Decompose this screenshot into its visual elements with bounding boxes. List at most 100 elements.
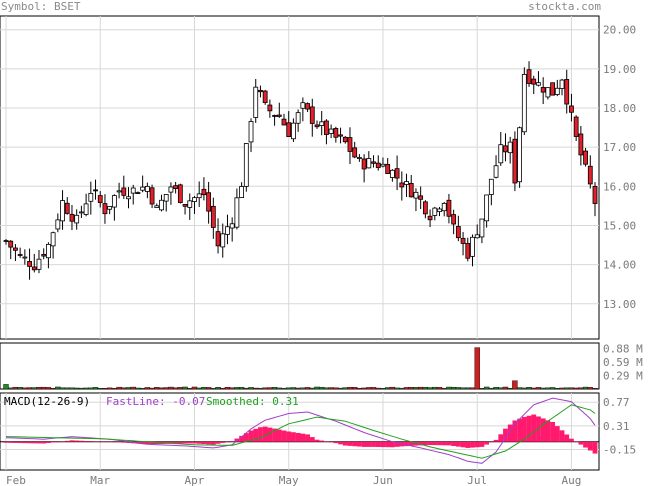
volume-bar (356, 387, 363, 390)
candle-body (352, 147, 358, 158)
volume-bar (31, 387, 37, 390)
macd-histogram-bar (262, 426, 268, 442)
candle-body (36, 258, 42, 270)
volume-bar (135, 387, 141, 390)
candle-body (309, 106, 315, 124)
candle-body (493, 165, 499, 178)
site-watermark: stockta.com (528, 0, 601, 13)
x-tick-label: Jul (467, 474, 487, 486)
candle-body (206, 192, 212, 212)
candle-body (97, 195, 103, 203)
macd-histogram-bar (564, 434, 570, 442)
candle-body (135, 192, 141, 194)
candle-body (319, 121, 325, 126)
macd-histogram-bar (248, 430, 254, 442)
candle-body (225, 226, 230, 235)
candle-body (479, 218, 485, 238)
volume-bar (220, 387, 226, 390)
volume-bar (507, 387, 513, 390)
macd-histogram-bar (154, 441, 160, 445)
macd-histogram-bar (380, 441, 386, 448)
volume-bar (319, 386, 325, 390)
macd-panel: 0.77 0.31 -0.15 MACD(12-26-9) FastLine: -0.0… (0, 392, 636, 471)
candle-body (531, 78, 537, 85)
macd-histogram-bar (488, 441, 494, 443)
macd-histogram-bar (498, 434, 504, 442)
volume-bar (224, 386, 231, 390)
macd-histogram-bar (371, 441, 376, 447)
macd-histogram-bar (291, 432, 296, 442)
macd-histogram-bar (13, 441, 18, 443)
candle-body (126, 196, 131, 200)
price-tick-label: 16.00 (603, 180, 636, 193)
volume-bar (55, 386, 61, 390)
macd-histogram-bar (375, 441, 381, 447)
volume-bar (469, 387, 476, 390)
volume-bar (309, 387, 315, 390)
candle-body (295, 112, 301, 124)
volume-tick-label: 0.59 M (603, 356, 643, 369)
macd-tick-label: -0.15 (603, 443, 636, 456)
macd-histogram-bar (3, 441, 9, 443)
candle-body (324, 120, 329, 135)
macd-histogram-bar (74, 440, 80, 442)
macd-histogram-bar (366, 441, 372, 447)
macd-histogram-bar (140, 441, 146, 444)
volume-bar (370, 387, 377, 390)
volume-bar (102, 387, 108, 390)
candle-body (545, 87, 551, 98)
macd-histogram-bar (126, 441, 131, 443)
volume-bar (92, 387, 99, 390)
price-tick-label: 13.00 (603, 298, 636, 311)
macd-histogram-bar (347, 441, 353, 446)
macd-histogram-bar (517, 418, 523, 442)
candle-body (159, 199, 164, 211)
volume-panel: 0.88 M0.59 M0.29 M (0, 342, 643, 390)
volume-bar (399, 387, 405, 390)
candle-body (385, 163, 391, 174)
macd-histogram-bar (455, 441, 461, 447)
macd-histogram-bar (267, 427, 273, 442)
price-panel: 13.00 14.00 15.00 16.00 17.00 18.00 19.00 20.00 (0, 15, 636, 340)
volume-bar (526, 387, 532, 390)
volume-bar (64, 387, 70, 390)
macd-histogram-bar (8, 441, 14, 443)
volume-bar (271, 387, 278, 390)
macd-histogram-bar (427, 441, 433, 446)
candle-body (512, 138, 518, 184)
volume-bar (243, 387, 250, 390)
candle-body (366, 158, 372, 169)
candle-body (69, 213, 75, 222)
volume-bar (559, 387, 565, 390)
candle-body (427, 215, 433, 221)
candle-body (484, 194, 490, 222)
volume-bar (3, 384, 9, 390)
volume-bar (158, 387, 165, 390)
candle-body (498, 144, 504, 164)
macd-smoothed-label: Smoothed: 0.31 (206, 395, 299, 408)
volume-bar (97, 388, 103, 390)
candle-body (22, 256, 28, 259)
candle-body (258, 89, 263, 93)
candle-body (55, 219, 61, 230)
volume-bar (40, 386, 47, 390)
volume-bar (521, 387, 528, 390)
candle-body (404, 181, 409, 185)
candle-body (41, 254, 47, 257)
volume-bar (144, 387, 151, 390)
candle-body (116, 190, 122, 193)
macd-plot-frame (0, 392, 600, 471)
macd-histogram-bar (60, 441, 65, 442)
volume-bar (498, 387, 504, 390)
volume-bar (83, 387, 89, 390)
volume-bar (337, 387, 344, 390)
macd-histogram-bar (394, 441, 400, 447)
candle-body (229, 223, 235, 229)
candle-body (573, 116, 579, 137)
volume-bar (111, 388, 118, 390)
candle-body (578, 133, 584, 156)
volume-bar (253, 387, 259, 390)
candle-body (507, 141, 513, 154)
volume-bar (286, 387, 292, 390)
volume-bar (8, 387, 14, 390)
